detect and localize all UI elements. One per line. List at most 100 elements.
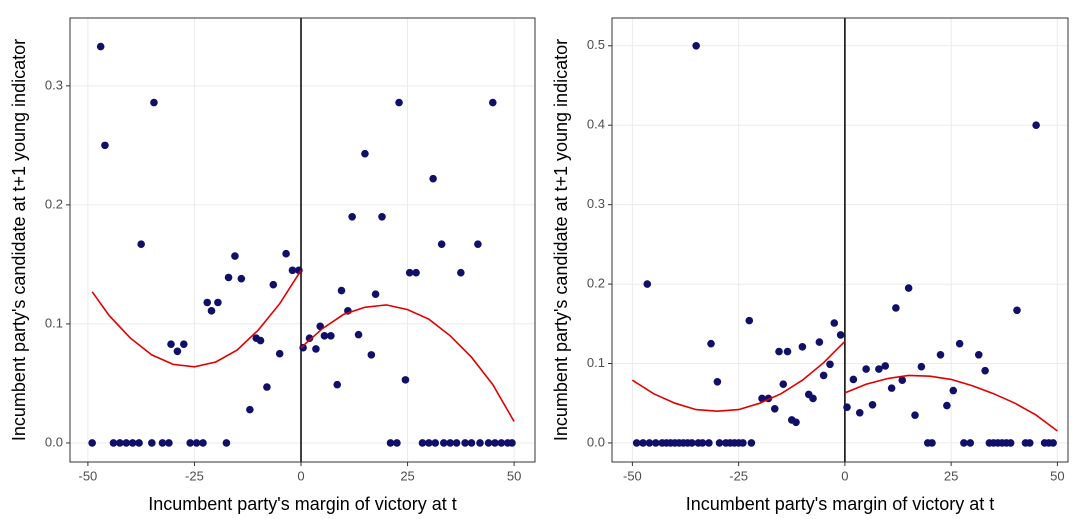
point	[320, 332, 329, 340]
point	[135, 439, 143, 447]
point	[892, 304, 900, 312]
point	[1049, 439, 1057, 447]
point	[367, 351, 376, 359]
point	[809, 394, 817, 403]
y-tick-label: 0.0	[587, 434, 605, 449]
point	[295, 266, 303, 275]
point	[167, 340, 175, 348]
point	[88, 439, 96, 447]
point	[203, 298, 212, 307]
point	[431, 439, 440, 447]
point	[405, 268, 414, 277]
point	[186, 439, 194, 447]
y-tick-label: 0.5	[587, 37, 605, 52]
point	[312, 345, 320, 353]
point	[101, 141, 109, 150]
point	[275, 349, 284, 358]
point	[299, 343, 307, 352]
point	[214, 298, 222, 307]
point	[974, 350, 983, 359]
point	[705, 439, 713, 447]
point	[943, 401, 951, 410]
point	[887, 384, 896, 392]
point	[446, 439, 454, 447]
y-axis-title: Incumbent party's candidate at t+1 young…	[551, 39, 571, 441]
point	[429, 174, 437, 183]
point	[158, 439, 167, 447]
point	[955, 339, 964, 348]
point	[179, 340, 188, 348]
point	[815, 338, 824, 346]
point	[412, 268, 420, 277]
fit-line	[91, 269, 302, 368]
x-tick-label: 50	[1050, 468, 1064, 483]
point	[437, 240, 446, 248]
point	[491, 439, 499, 447]
y-tick-label: 0.3	[587, 196, 605, 211]
point	[395, 98, 403, 107]
point	[96, 42, 105, 51]
y-tick-label: 0.1	[587, 355, 605, 370]
point	[269, 280, 278, 289]
point	[207, 307, 216, 315]
point	[371, 290, 380, 298]
point	[425, 439, 433, 447]
point	[337, 286, 346, 295]
point	[1013, 306, 1021, 315]
point	[643, 280, 652, 288]
point	[868, 401, 877, 409]
point	[645, 439, 654, 447]
x-tick-label: 0	[297, 468, 304, 483]
point	[467, 439, 476, 447]
y-tick-label: 0.2	[587, 276, 605, 291]
y-tick-label: 0.2	[45, 196, 63, 211]
x-tick-label: -50	[79, 468, 98, 483]
x-axis-title: Incumbent party's margin of victory at t	[686, 494, 995, 514]
point	[875, 365, 883, 373]
x-tick-label: 25	[400, 468, 414, 483]
point	[439, 439, 448, 447]
point	[497, 439, 506, 447]
fit-line	[631, 340, 846, 413]
point	[819, 371, 828, 380]
point	[231, 252, 239, 260]
point	[770, 404, 779, 413]
point	[826, 360, 834, 369]
x-tick-label: -50	[623, 468, 642, 483]
point	[224, 273, 233, 282]
point	[288, 266, 297, 275]
point	[928, 439, 936, 447]
point	[1032, 121, 1040, 130]
point	[401, 376, 410, 384]
point	[830, 319, 839, 327]
y-axis-title: Incumbent party's candidate at t+1 young…	[9, 39, 29, 441]
point	[256, 336, 265, 345]
point	[783, 347, 792, 356]
point	[881, 362, 890, 370]
point	[116, 439, 124, 447]
point	[348, 212, 356, 221]
x-axis-title: Incumbent party's margin of victory at t	[148, 494, 457, 514]
point	[798, 343, 807, 351]
plot-border	[611, 17, 1069, 463]
point	[713, 377, 722, 386]
point	[199, 439, 207, 447]
point	[457, 268, 465, 277]
x-tick-label: 25	[944, 468, 958, 483]
point	[917, 362, 926, 371]
point	[128, 439, 137, 447]
point	[476, 439, 484, 447]
point	[484, 439, 493, 447]
x-tick-label: -25	[729, 468, 748, 483]
point	[639, 439, 647, 447]
x-tick-label: 50	[507, 468, 521, 483]
x-tick-label: 0	[841, 468, 848, 483]
fit-line	[844, 374, 1058, 432]
point	[148, 439, 156, 447]
point	[651, 439, 660, 447]
point	[192, 439, 201, 447]
point	[361, 149, 369, 158]
point	[745, 316, 754, 325]
point	[688, 439, 696, 447]
